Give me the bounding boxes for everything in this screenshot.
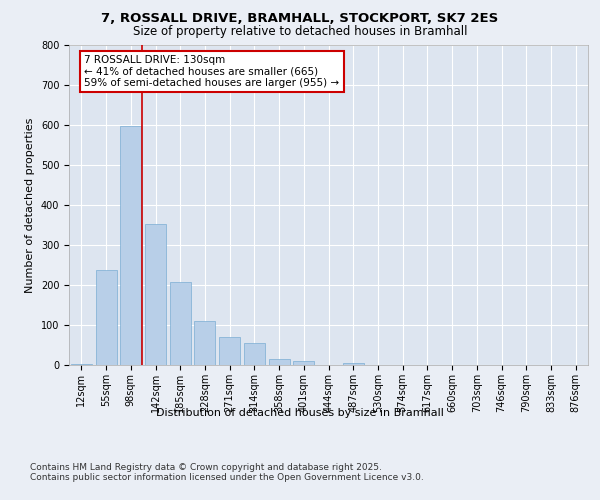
Text: Size of property relative to detached houses in Bramhall: Size of property relative to detached ho… (133, 25, 467, 38)
Bar (120, 126, 141, 365)
Text: Contains HM Land Registry data © Crown copyright and database right 2025.
Contai: Contains HM Land Registry data © Crown c… (30, 462, 424, 482)
Text: 7, ROSSALL DRIVE, BRAMHALL, STOCKPORT, SK7 2ES: 7, ROSSALL DRIVE, BRAMHALL, STOCKPORT, S… (101, 12, 499, 26)
Text: 7 ROSSALL DRIVE: 130sqm
← 41% of detached houses are smaller (665)
59% of semi-d: 7 ROSSALL DRIVE: 130sqm ← 41% of detache… (85, 55, 340, 88)
Bar (219, 337, 240, 365)
Bar (170, 282, 191, 365)
Text: Distribution of detached houses by size in Bramhall: Distribution of detached houses by size … (156, 408, 444, 418)
Bar (293, 361, 314, 365)
Bar (71, 364, 92, 365)
Bar (244, 343, 265, 365)
Bar (269, 359, 290, 365)
Bar (95, 270, 116, 365)
Y-axis label: Number of detached properties: Number of detached properties (25, 118, 35, 292)
Bar (194, 321, 215, 365)
Bar (343, 363, 364, 365)
Bar (145, 224, 166, 365)
